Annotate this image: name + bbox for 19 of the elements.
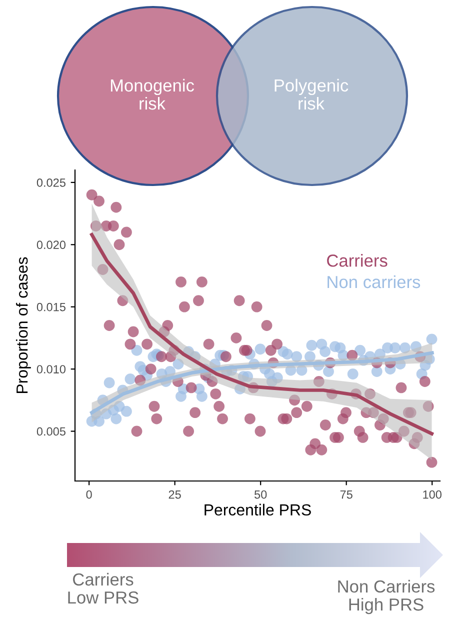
x-tick-label: 50 (254, 490, 267, 499)
x-tick-label: 75 (340, 490, 352, 499)
line-series (90, 232, 434, 436)
y-axis-title: Proportion of cases (16, 257, 31, 393)
x-axis-title: Percentile PRS (204, 504, 311, 516)
text: Monogenic risk (110, 78, 194, 110)
y-tick-label: 0.015 (36, 302, 66, 312)
y-tick-label: 0.025 (36, 178, 66, 187)
text: Carriers Low PRS (68, 572, 138, 604)
x-tick-label: 25 (168, 490, 181, 499)
y-tick-label: 0.010 (36, 365, 66, 374)
x-tick-label: 100 (423, 490, 442, 499)
y-tick-label: 0.005 (36, 427, 66, 436)
x-tick-label: 0 (86, 490, 92, 499)
y-tick-label: 0.020 (36, 240, 66, 250)
text: Polygenic risk (274, 78, 348, 110)
text: Non Carriers High PRS (338, 580, 435, 614)
text: Carriers (327, 254, 388, 267)
text: Non carriers (328, 275, 420, 288)
